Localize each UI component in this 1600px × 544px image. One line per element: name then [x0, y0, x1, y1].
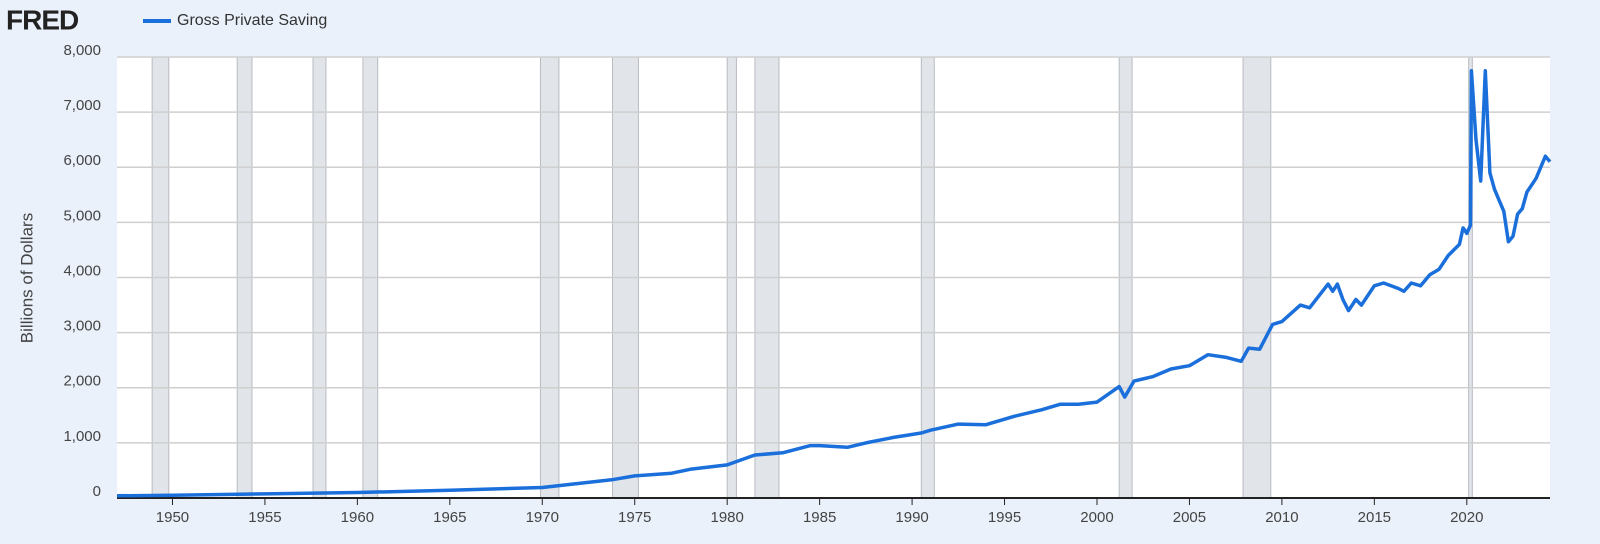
- y-tick-label: 3,000: [63, 318, 101, 335]
- x-tick-label: 2020: [1450, 509, 1483, 526]
- x-tick-label: 1980: [710, 509, 743, 526]
- line: [116, 69, 1552, 498]
- y-axis-label: Billions of Dollars: [17, 213, 36, 343]
- x-tick-label: 2015: [1358, 509, 1391, 526]
- y-tick-label: 0: [93, 483, 101, 500]
- x-tick-label: 1985: [803, 509, 836, 526]
- y-tick-label: 7,000: [63, 97, 101, 114]
- x-tick-label: 1990: [895, 509, 928, 526]
- x-tick-label: 1995: [988, 509, 1021, 526]
- x-tick-label: 1960: [341, 509, 374, 526]
- y-tick-label: 4,000: [63, 262, 101, 279]
- legend-label: Gross Private Saving: [177, 12, 327, 29]
- y-tick-label: 5,000: [63, 207, 101, 224]
- x-tick-label: 1965: [433, 509, 466, 526]
- x-tick-label: 1975: [618, 509, 651, 526]
- x-tick-label: 2010: [1265, 509, 1298, 526]
- y-tick-label: 6,000: [63, 152, 101, 169]
- y-tick-label: 2,000: [63, 373, 101, 390]
- x-tick-label: 1955: [248, 509, 281, 526]
- x-tick-label: 2005: [1173, 509, 1206, 526]
- x-tick-label: 2000: [1080, 509, 1113, 526]
- x-tick-label: 1970: [526, 509, 559, 526]
- logo: FRED: [6, 4, 79, 35]
- y-tick-label: 8,000: [63, 42, 101, 59]
- y-tick-label: 1,000: [63, 428, 101, 445]
- x-tick-label: 1950: [156, 509, 189, 526]
